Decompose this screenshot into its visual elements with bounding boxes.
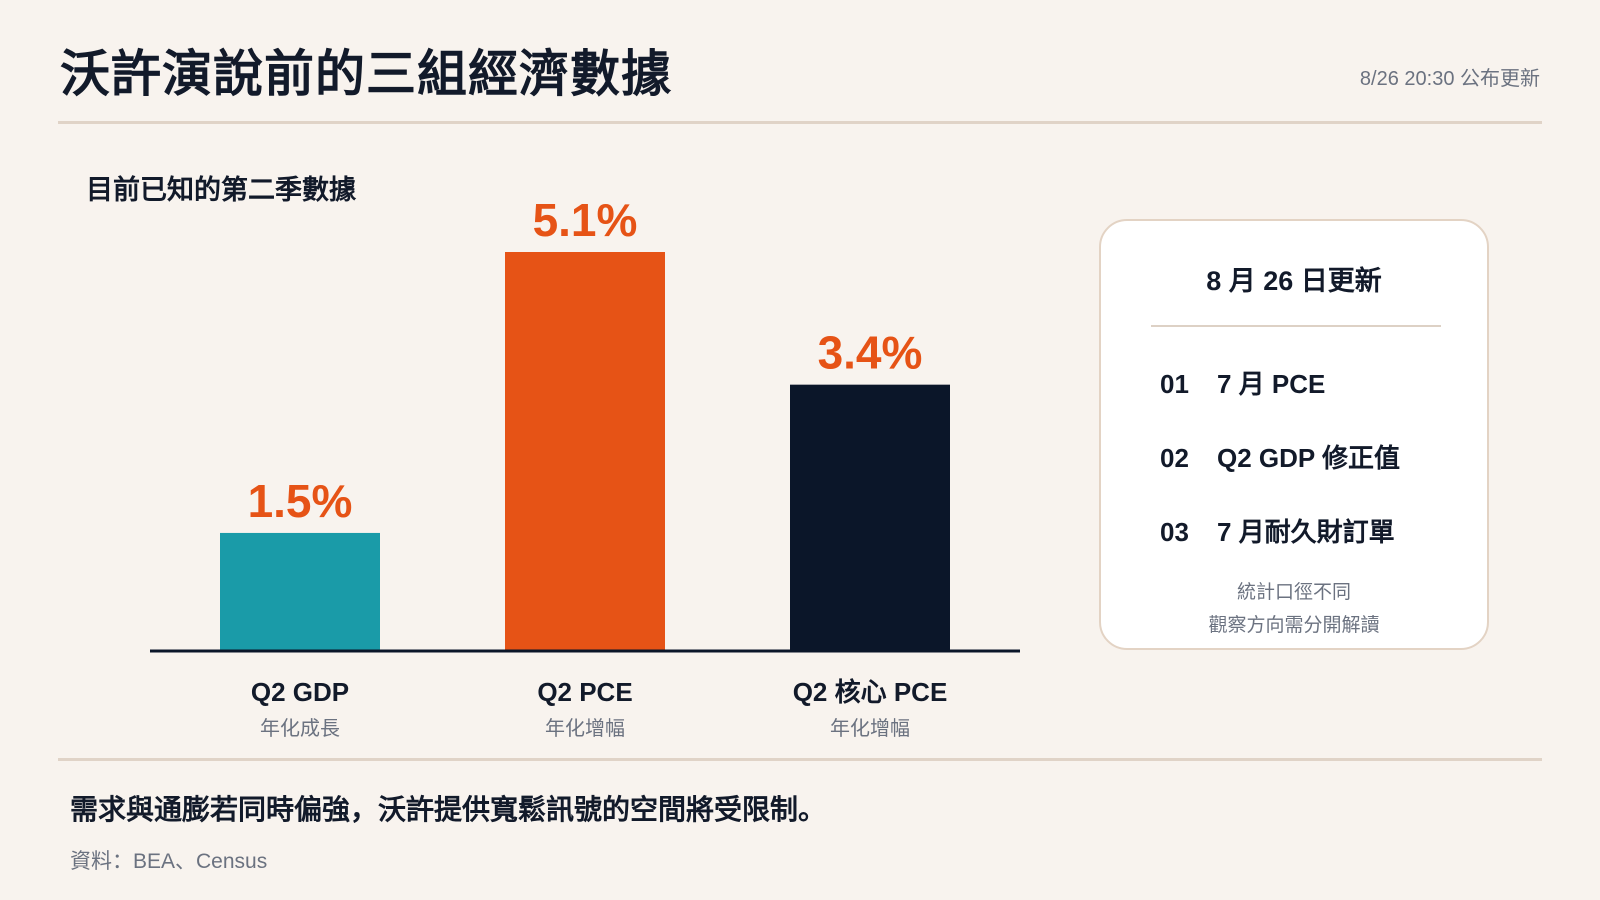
category-label: Q2 GDP — [251, 677, 349, 707]
panel-item-number: 02 — [1160, 443, 1189, 473]
chart-title: 目前已知的第二季數據 — [86, 175, 356, 205]
bar-chart: 1.5% Q2 GDP 年化成長 5.1% Q2 PCE 年化增幅 3.4% Q2 核心 PC… — [150, 194, 1020, 740]
update-panel: 8 月 26 日更新 01 7 月 PCE 02 Q2 GDP 修正值 03 7 月耐… — [1099, 219, 1489, 650]
header-divider — [58, 121, 1542, 124]
data-label: 5.1% — [533, 194, 638, 246]
panel-divider — [1151, 325, 1441, 327]
panel-item-number: 03 — [1160, 517, 1189, 547]
bar — [790, 384, 950, 650]
footer-divider — [58, 758, 1542, 761]
panel-item: 03 7 月耐久財訂單 — [1160, 512, 1395, 549]
panel-item: 02 Q2 GDP 修正值 — [1160, 438, 1400, 475]
panel-item: 01 7 月 PCE — [1160, 364, 1325, 401]
footer-note: 需求與通膨若同時偏強，沃許提供寬鬆訊號的空間將受限制。 — [70, 794, 827, 825]
category-sublabel: 年化增幅 — [830, 717, 910, 740]
data-label: 1.5% — [248, 475, 353, 527]
panel-note: 觀察方向需分開解讀 — [1208, 615, 1380, 636]
update-timestamp: 8/26 20:30 公布更新 — [1359, 68, 1540, 90]
data-label: 3.4% — [818, 327, 923, 379]
panel-item-label: 7 月 PCE — [1217, 369, 1326, 399]
category-sublabel: 年化成長 — [260, 717, 340, 740]
panel-note: 統計口徑不同 — [1236, 582, 1351, 603]
panel-item-number: 01 — [1160, 369, 1189, 399]
category-label: Q2 PCE — [537, 677, 632, 707]
category-label: Q2 核心 PCE — [793, 677, 948, 707]
bar — [505, 252, 665, 650]
page-title: 沃許演說前的三組經濟數據 — [60, 46, 672, 102]
panel-item-label: 7 月耐久財訂單 — [1217, 517, 1395, 547]
bar — [220, 532, 380, 650]
source-note: 資料：BEA、Census — [70, 850, 268, 873]
panel-title: 8 月 26 日更新 — [1206, 266, 1382, 296]
panel-item-label: Q2 GDP 修正值 — [1217, 443, 1401, 473]
category-sublabel: 年化增幅 — [545, 717, 625, 740]
